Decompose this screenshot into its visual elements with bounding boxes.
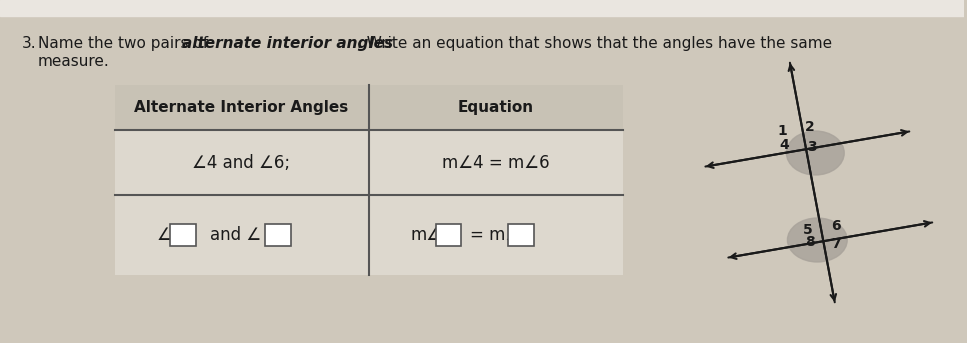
Text: ∠4 and ∠6;: ∠4 and ∠6; xyxy=(192,154,290,172)
Text: 3: 3 xyxy=(807,140,817,154)
Text: 2: 2 xyxy=(806,120,815,134)
Text: . Write an equation that shows that the angles have the same: . Write an equation that shows that the … xyxy=(357,36,832,51)
Text: 3.: 3. xyxy=(22,36,37,51)
Text: ∠: ∠ xyxy=(157,226,171,244)
FancyBboxPatch shape xyxy=(435,224,461,246)
Ellipse shape xyxy=(786,131,844,175)
Text: m∠: m∠ xyxy=(411,226,442,244)
FancyBboxPatch shape xyxy=(265,224,291,246)
Text: alternate interior angles: alternate interior angles xyxy=(183,36,394,51)
Text: 6: 6 xyxy=(832,219,841,233)
Text: 4: 4 xyxy=(779,138,789,152)
Text: and ∠: and ∠ xyxy=(210,226,261,244)
Text: 1: 1 xyxy=(777,124,787,138)
Text: 7: 7 xyxy=(832,237,841,251)
Bar xyxy=(115,85,623,130)
FancyBboxPatch shape xyxy=(170,224,196,246)
Text: 5: 5 xyxy=(804,223,813,237)
Bar xyxy=(115,85,623,275)
FancyBboxPatch shape xyxy=(509,224,534,246)
Text: Name the two pairs of: Name the two pairs of xyxy=(38,36,213,51)
Bar xyxy=(115,85,623,275)
Text: = m∠: = m∠ xyxy=(471,226,520,244)
Text: Equation: Equation xyxy=(457,100,534,115)
Text: 8: 8 xyxy=(806,235,815,249)
Text: m∠4 = m∠6: m∠4 = m∠6 xyxy=(442,154,549,172)
Text: measure.: measure. xyxy=(38,54,109,69)
Ellipse shape xyxy=(787,218,847,262)
Text: Alternate Interior Angles: Alternate Interior Angles xyxy=(134,100,348,115)
Bar xyxy=(0,0,964,16)
